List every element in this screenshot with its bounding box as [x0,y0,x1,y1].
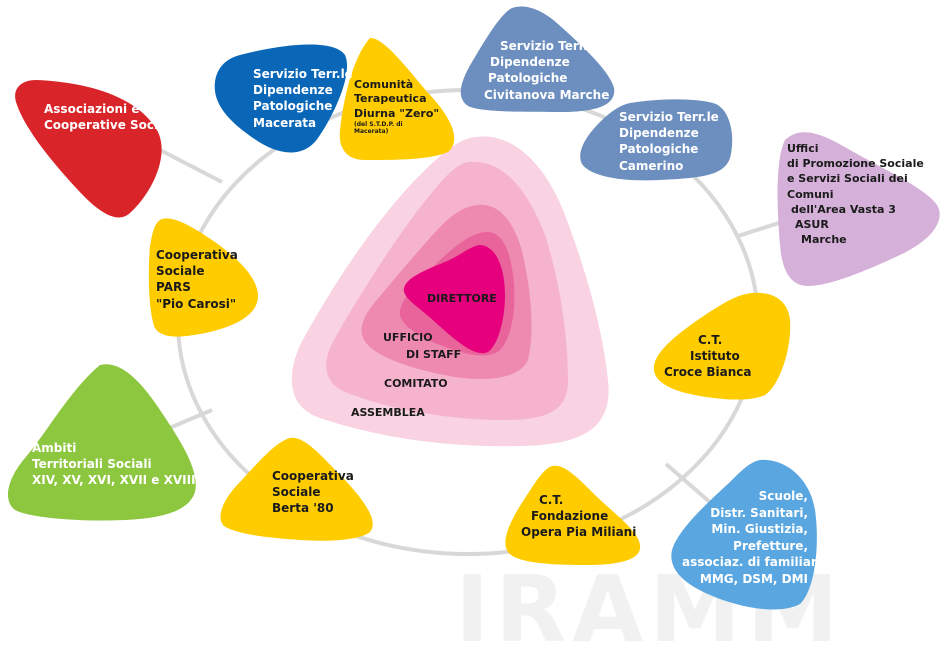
node-comunita-zero-line: Terapeutica [354,92,427,106]
node-ambiti-line: XIV, XV, XVI, XVII e XVIII [32,473,196,488]
node-serd-civitanova: Servizio Terr.le Dipendenze Patologiche … [484,38,609,103]
node-serd-macerata-shape [214,44,348,153]
node-berta-line: Cooperativa [272,469,354,483]
node-serd-macerata-line: Dipendenze [253,83,333,98]
node-ambiti-shape [7,364,196,521]
node-croce-bianca-line: C.T. [698,333,723,347]
node-serd-camerino-line: Dipendenze [619,126,699,141]
node-comunita-zero-note: (del S.T.D.P. di [354,120,403,128]
node-scuole-shape [671,459,817,610]
node-comunita-zero-shape [339,37,455,160]
node-serd-civitanova-shape [460,6,615,112]
node-serd-macerata: Servizio Terr.le Dipendenze Patologiche … [253,66,353,131]
node-opera-pia-line: C.T. [539,493,564,507]
node-scuole-line: Prefetture, [733,538,808,553]
node-serd-civitanova-line: Civitanova Marche [484,87,610,102]
node-comunita-zero-line: Comunità [354,78,414,91]
node-serd-macerata-line: Servizio Terr.le [253,67,353,81]
node-associazioni-line: Cooperative Sociali [44,118,175,133]
ufficio-label-line2: DI STAFF [406,348,462,361]
node-scuole-line: MMG, DSM, DMI [699,571,808,586]
node-pars-line: Cooperativa [156,248,238,262]
node-scuole: Scuole, Distr. Sanitari, Min. Giustizia,… [682,488,826,587]
node-scuole-line: associaz. di familiari, [682,555,826,570]
assemblea-label: ASSEMBLEA [351,406,425,419]
node-uffici-line: di Promozione Sociale [787,157,924,171]
node-opera-pia: C.T. Fondazione Opera Pia Miliani [521,492,636,541]
node-scuole-line: Scuole, [758,489,808,503]
node-comunita-zero-line: Diurna "Zero" [354,106,440,120]
node-serd-camerino-line: Servizio Terr.le [619,110,719,124]
node-opera-pia-line: Opera Pia Miliani [521,525,637,540]
node-uffici-line: Uffici [787,142,819,155]
node-serd-camerino-line: Camerino [619,158,684,173]
node-croce-bianca-line: Istituto [690,349,740,364]
node-croce-bianca-line: Croce Bianca [664,365,752,380]
node-croce-bianca: C.T. Istituto Croce Bianca [664,332,752,381]
node-uffici-line: Comuni [787,187,834,201]
ufficio-label-line1: UFFICIO [383,331,433,344]
node-associazioni-shape [15,80,162,218]
node-associazioni: Associazioni e Cooperative Sociali [44,101,174,133]
node-serd-civitanova-line: Dipendenze [490,55,570,70]
connector-associazioni [159,148,223,184]
connector-scuole [664,462,714,506]
node-serd-civitanova-line: Servizio Terr.le [500,39,600,53]
node-pars-line: "Pio Carosi" [156,296,237,311]
node-ambiti: Ambiti Territoriali Sociali XIV, XV, XVI… [32,440,196,489]
node-pars-line: Sociale [156,264,205,279]
node-serd-macerata-line: Patologiche [253,99,333,114]
node-serd-macerata-line: Macerata [253,115,317,130]
node-serd-camerino-line: Patologiche [619,142,699,157]
connector-uffici [737,220,783,238]
node-serd-civitanova-line: Patologiche [488,71,568,86]
node-berta-shape [220,437,373,541]
node-comunita-zero-note: Macerata) [354,128,389,136]
node-uffici-shape [777,132,940,286]
node-pars-line: PARS [156,280,191,295]
node-pars: Cooperativa Sociale PARS "Pio Carosi" [156,247,238,312]
node-opera-pia-shape [505,465,641,565]
node-uffici-line: Marche [801,233,847,247]
node-croce-bianca-shape [653,292,791,400]
node-ambiti-line: Ambiti [32,441,77,455]
node-uffici-line: ASUR [795,217,829,231]
node-serd-camerino: Servizio Terr.le Dipendenze Patologiche … [619,109,719,174]
node-serd-camerino-shape [580,99,733,181]
comitato-label: COMITATO [384,377,448,390]
node-scuole-line: Distr. Sanitari, [710,505,808,520]
direttore-label: DIRETTORE [427,292,497,305]
node-uffici-line: dell'Area Vasta 3 [791,202,896,216]
node-pars-shape [148,218,258,337]
node-berta-line: Sociale [272,485,321,500]
node-uffici: Uffici di Promozione Sociale e Servizi S… [787,141,924,247]
node-ambiti-line: Territoriali Sociali [32,457,152,472]
core-direttore-shape [403,245,505,354]
node-associazioni-line: Associazioni e [44,102,140,116]
node-comunita-zero: Comunità Terapeutica Diurna "Zero" (del … [354,78,439,135]
node-opera-pia-line: Fondazione [531,509,609,524]
node-scuole-line: Min. Giustizia, [711,522,808,537]
network-diagram: IRAMM DIRETTORE UFFICIO DI STAFF COMITAT… [7,6,940,663]
node-berta-line: Berta '80 [272,501,334,516]
node-berta: Cooperativa Sociale Berta '80 [272,468,354,517]
diagram-shapes [7,6,940,610]
node-uffici-line: e Servizi Sociali dei [787,172,908,186]
